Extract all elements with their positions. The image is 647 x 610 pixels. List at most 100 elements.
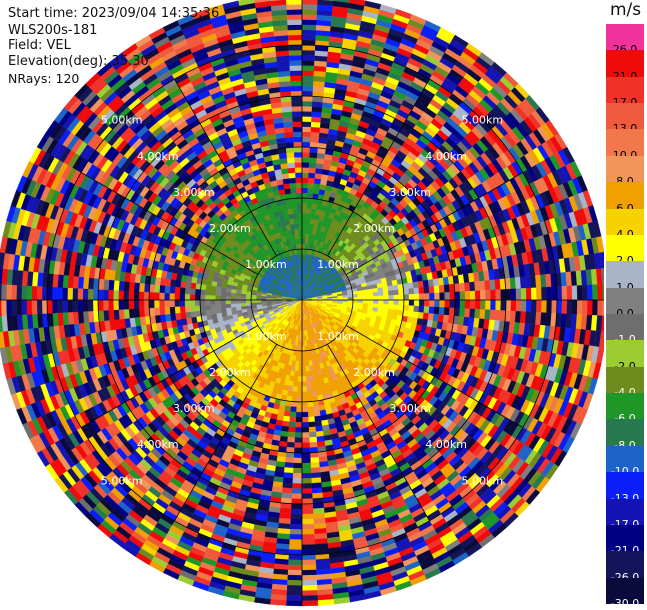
velocity-gate xyxy=(383,304,388,309)
velocity-gate xyxy=(378,300,383,304)
velocity-gate xyxy=(389,300,394,305)
velocity-gate xyxy=(290,524,302,529)
velocity-gate xyxy=(348,300,353,303)
velocity-gate xyxy=(295,427,302,432)
velocity-gate xyxy=(302,249,305,254)
velocity-gate xyxy=(302,9,317,14)
velocity-gate xyxy=(373,292,378,296)
velocity-gate xyxy=(302,473,311,478)
velocity-gate xyxy=(383,286,389,291)
velocity-gate xyxy=(302,137,311,142)
velocity-gate xyxy=(516,300,521,311)
velocity-gate xyxy=(485,280,491,290)
velocity-gate xyxy=(302,570,316,575)
velocity-gate xyxy=(440,293,445,300)
velocity-gate xyxy=(557,300,562,314)
velocity-gate xyxy=(283,472,293,478)
velocity-gate xyxy=(434,286,440,293)
velocity-gate xyxy=(311,467,320,473)
velocity-gate xyxy=(302,50,315,55)
velocity-gate xyxy=(302,127,311,132)
velocity-gate xyxy=(389,295,394,300)
velocity-gate xyxy=(398,289,403,295)
velocity-gate xyxy=(307,401,313,407)
velocity-gate xyxy=(485,310,491,320)
velocity-gate xyxy=(470,291,475,300)
velocity-gate xyxy=(314,411,321,417)
velocity-gate xyxy=(302,81,313,86)
velocity-gate xyxy=(465,291,470,300)
velocity-gate xyxy=(302,116,312,121)
velocity-gate xyxy=(298,371,302,376)
velocity-gate xyxy=(302,351,305,356)
velocity-gate xyxy=(378,287,384,292)
velocity-gate xyxy=(281,493,292,499)
velocity-gate xyxy=(485,300,490,310)
velocity-gate xyxy=(567,286,572,300)
velocity-gate xyxy=(302,147,310,152)
velocity-gate xyxy=(308,360,312,365)
velocity-gate xyxy=(302,76,314,81)
velocity-gate xyxy=(572,300,577,314)
velocity-gate xyxy=(312,488,322,494)
velocity-gate xyxy=(424,300,429,307)
velocity-gate xyxy=(562,286,567,300)
velocity-gate xyxy=(302,71,314,76)
velocity-gate xyxy=(302,422,309,427)
velocity-gate xyxy=(302,488,312,493)
velocity-gate xyxy=(506,289,511,300)
velocity-gate xyxy=(291,396,297,401)
velocity-gate xyxy=(480,290,485,300)
velocity-gate xyxy=(292,488,302,493)
velocity-gate xyxy=(592,285,598,300)
velocity-gate xyxy=(307,396,313,401)
velocity-gate xyxy=(490,300,495,310)
velocity-gate xyxy=(368,293,373,297)
velocity-gate xyxy=(511,289,516,300)
velocity-gate xyxy=(302,162,309,167)
velocity-gate xyxy=(305,351,308,356)
velocity-gate xyxy=(373,288,379,293)
velocity-gate xyxy=(383,300,388,305)
velocity-gate xyxy=(414,300,419,306)
velocity-gate xyxy=(302,35,316,40)
velocity-gate xyxy=(373,300,378,304)
velocity-gate xyxy=(480,281,486,291)
velocity-gate xyxy=(378,296,383,300)
velocity-gate xyxy=(434,300,439,307)
velocity-gate xyxy=(383,295,388,300)
velocity-gate xyxy=(302,60,315,65)
velocity-gate xyxy=(288,555,302,560)
velocity-gate xyxy=(302,122,311,127)
velocity-gate xyxy=(302,40,316,45)
velocity-gate xyxy=(302,468,311,473)
velocity-gate xyxy=(302,157,309,162)
velocity-gate xyxy=(311,122,321,128)
velocity-gate xyxy=(289,550,302,555)
velocity-gate xyxy=(311,117,321,123)
velocity-gate xyxy=(302,178,308,183)
velocity-gate xyxy=(292,391,297,396)
velocity-gate xyxy=(302,132,311,137)
velocity-gate xyxy=(293,376,298,381)
velocity-gate xyxy=(567,300,572,314)
velocity-gate xyxy=(409,306,415,312)
velocity-gate xyxy=(305,356,308,361)
velocity-gate xyxy=(460,300,465,309)
velocity-gate xyxy=(414,306,420,312)
velocity-gate xyxy=(582,300,587,315)
velocity-gate xyxy=(302,356,305,361)
velocity-gate xyxy=(302,188,308,193)
velocity-gate xyxy=(434,307,440,314)
velocity-gate xyxy=(312,112,322,118)
velocity-gate xyxy=(285,457,294,463)
velocity-gate xyxy=(531,288,536,300)
velocity-gate xyxy=(423,313,429,320)
velocity-gate xyxy=(496,290,501,300)
velocity-gate xyxy=(314,178,321,184)
velocity-gate xyxy=(501,300,506,311)
velocity-gate xyxy=(490,280,496,290)
velocity-gate xyxy=(302,361,305,366)
velocity-gate xyxy=(404,300,409,306)
velocity-gate xyxy=(299,356,302,361)
